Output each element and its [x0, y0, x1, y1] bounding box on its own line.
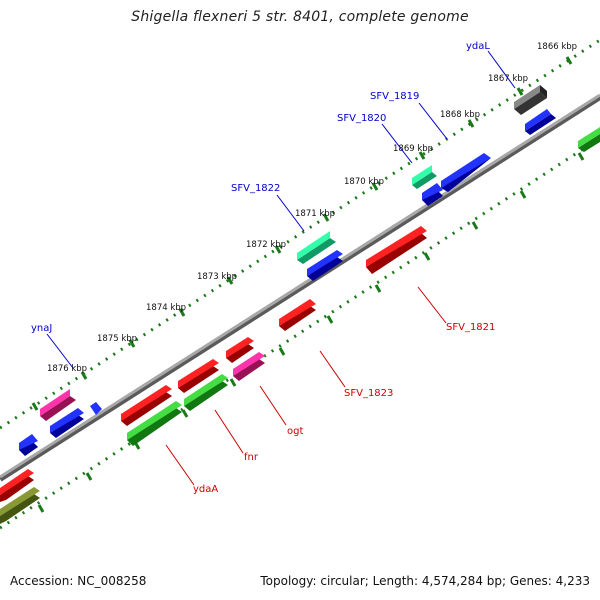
map-title: Shigella flexneri 5 str. 8401, complete … — [131, 9, 469, 25]
gene-blue-left-edge[interactable] — [19, 434, 38, 456]
gene-ydaA-red[interactable] — [121, 385, 172, 426]
label-SFV_1822[interactable]: SFV_1822 — [231, 183, 280, 194]
forward-gene-labels: ydaL SFV_1819 SFV_1820 SFV_1822 ynaJ — [31, 41, 490, 334]
outer-ruler-dots — [0, 38, 600, 430]
reverse-gene-labels: SFV_1821 SFV_1823 ogt fnr ydaA — [193, 322, 495, 495]
label-ynaJ[interactable]: ynaJ — [31, 323, 52, 334]
forward-genes — [19, 85, 556, 456]
tick-labels: 1866 kbp 1867 kbp 1868 kbp 1869 kbp 1870… — [47, 42, 577, 374]
gene-SFV_1822[interactable] — [297, 231, 336, 264]
tick-label-1872: 1872 kbp — [246, 240, 286, 250]
label-ydaA[interactable]: ydaA — [193, 484, 218, 495]
label-SFV_1819[interactable]: SFV_1819 — [370, 91, 419, 102]
forward-leader-lines — [46, 50, 516, 369]
label-SFV_1821[interactable]: SFV_1821 — [446, 322, 495, 333]
outer-major-ticks — [31, 56, 573, 411]
accession-text: Accession: NC_008258 — [10, 574, 147, 588]
gene-red-left-edge[interactable] — [0, 469, 34, 502]
tick-label-1871: 1871 kbp — [295, 209, 335, 219]
tick-label-1873: 1873 kbp — [197, 272, 237, 282]
label-ydaL[interactable]: ydaL — [466, 41, 490, 52]
tick-label-1868: 1868 kbp — [440, 110, 480, 120]
gene-green-right-edge[interactable] — [578, 127, 600, 152]
chromosome-backbone — [0, 93, 600, 479]
tick-label-1870: 1870 kbp — [344, 177, 384, 187]
gene-tiny-blue[interactable] — [90, 402, 102, 415]
tick-label-1869: 1869 kbp — [393, 144, 433, 154]
label-SFV_1820[interactable]: SFV_1820 — [337, 113, 386, 124]
label-ogt[interactable]: ogt — [287, 426, 303, 437]
gene-ogt[interactable] — [233, 352, 265, 381]
chromosome-backbone-shadow — [0, 94, 600, 482]
tick-label-1876: 1876 kbp — [47, 364, 87, 374]
gene-SFV_1823[interactable] — [279, 299, 316, 331]
tick-label-1875: 1875 kbp — [97, 334, 137, 344]
genome-summary-text: Topology: circular; Length: 4,574,284 bp… — [260, 574, 590, 588]
label-fnr[interactable]: fnr — [244, 452, 259, 463]
gene-ynaJ[interactable] — [40, 389, 76, 421]
gene-blue-near-ydaL[interactable] — [525, 109, 556, 135]
reverse-genes — [0, 127, 600, 524]
gene-fnr-green[interactable] — [184, 374, 228, 411]
gene-ydaA-green[interactable] — [127, 401, 182, 446]
inner-ruler-dots — [0, 136, 600, 530]
gene-SFV_1821[interactable] — [366, 226, 427, 274]
gene-ydaL[interactable] — [514, 85, 547, 115]
gene-fnr-red[interactable] — [178, 359, 219, 393]
gene-red-small[interactable] — [226, 337, 254, 363]
gene-blue-under-SFV_1820[interactable] — [422, 183, 443, 206]
tick-label-1866: 1866 kbp — [537, 42, 577, 52]
gene-SFV_1820[interactable] — [412, 165, 437, 189]
gene-blue-under-ynaJ[interactable] — [50, 408, 84, 438]
gene-olive-left-edge[interactable] — [0, 487, 40, 524]
tick-label-1874: 1874 kbp — [146, 303, 186, 313]
inner-major-ticks — [37, 152, 585, 513]
label-SFV_1823[interactable]: SFV_1823 — [344, 388, 393, 399]
reverse-leader-lines — [165, 286, 447, 486]
gene-blue-under-SFV_1822[interactable] — [307, 250, 343, 281]
gene-SFV_1819[interactable] — [441, 153, 491, 192]
